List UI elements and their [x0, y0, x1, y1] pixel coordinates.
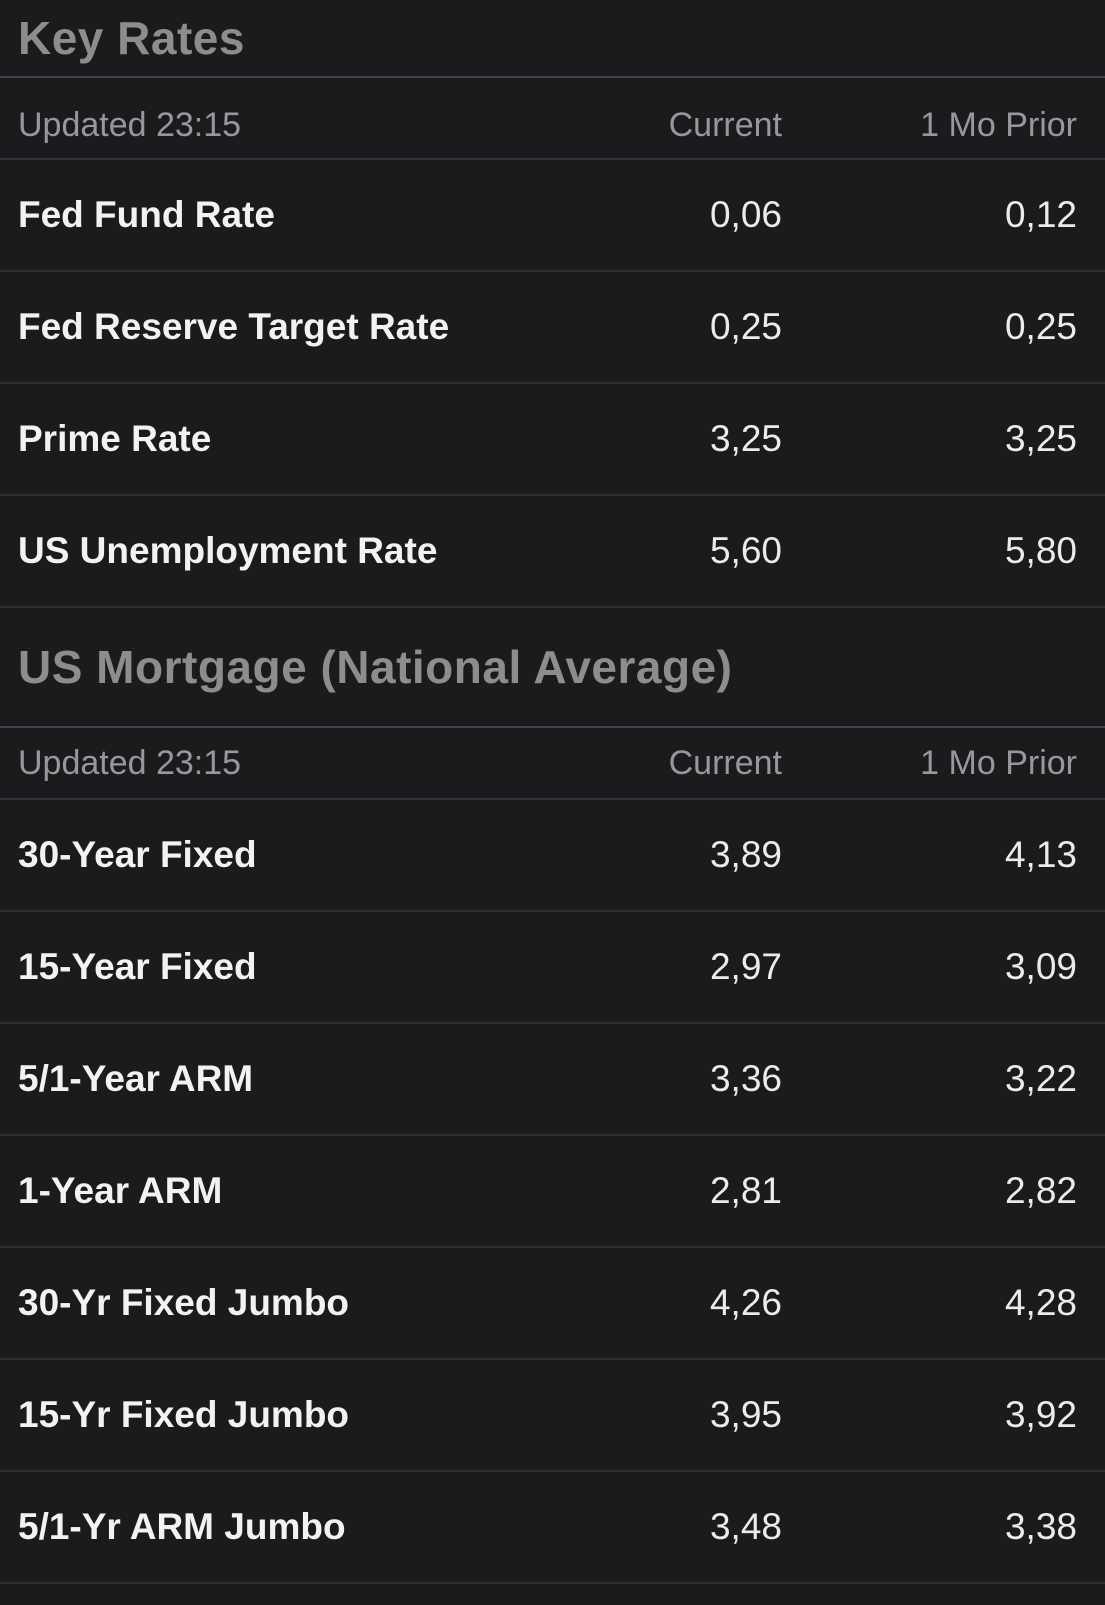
- row-value-current: 4,26: [709, 1282, 782, 1323]
- row-value-current: 5,60: [709, 530, 782, 571]
- table-row-30-yr-fixed-jumbo[interactable]: 30-Yr Fixed Jumbo 4,26 4,28: [0, 1248, 1105, 1360]
- table-row-5-1-year-arm[interactable]: 5/1-Year ARM 3,36 3,22: [0, 1024, 1105, 1136]
- row-label: 15-Year Fixed: [18, 946, 257, 987]
- row-value-prior: 0,12: [1004, 194, 1077, 235]
- table-row-30-year-fixed[interactable]: 30-Year Fixed 3,89 4,13: [0, 800, 1105, 912]
- table-row-prime-rate[interactable]: Prime Rate 3,25 3,25: [0, 384, 1105, 496]
- table-row-fed-reserve-target-rate[interactable]: Fed Reserve Target Rate 0,25 0,25: [0, 272, 1105, 384]
- column-header-prior: 1 Mo Prior: [920, 105, 1077, 144]
- row-value-current: 0,06: [709, 194, 782, 235]
- row-value-prior: 3,38: [1004, 1506, 1077, 1547]
- column-header-row-key-rates: Updated 23:15 Current 1 Mo Prior: [0, 78, 1105, 160]
- section-title: Key Rates: [18, 12, 245, 64]
- row-label: 5/1-Year ARM: [18, 1058, 254, 1099]
- section-header-key-rates: Key Rates: [0, 0, 1105, 78]
- column-header-current: Current: [668, 105, 782, 144]
- row-value-prior: 4,28: [1004, 1282, 1077, 1323]
- row-value-current: 3,95: [709, 1394, 782, 1435]
- updated-timestamp: Updated 23:15: [18, 105, 242, 144]
- row-value-prior: 0,25: [1004, 306, 1077, 347]
- row-value-current: 0,25: [709, 306, 782, 347]
- row-value-current: 2,97: [709, 946, 782, 987]
- row-value-prior: 5,80: [1004, 530, 1077, 571]
- row-label: 30-Year Fixed: [18, 834, 257, 875]
- row-value-current: 3,48: [709, 1506, 782, 1547]
- row-value-current: 3,89: [709, 834, 782, 875]
- row-label: Fed Fund Rate: [18, 194, 275, 235]
- row-value-current: 2,81: [709, 1170, 782, 1211]
- table-row-15-yr-fixed-jumbo[interactable]: 15-Yr Fixed Jumbo 3,95 3,92: [0, 1360, 1105, 1472]
- row-value-prior: 3,92: [1004, 1394, 1077, 1435]
- column-header-current: Current: [668, 743, 782, 782]
- row-value-current: 3,36: [709, 1058, 782, 1099]
- updated-timestamp: Updated 23:15: [18, 743, 242, 782]
- row-value-prior: 2,82: [1004, 1170, 1077, 1211]
- row-label: 30-Yr Fixed Jumbo: [18, 1282, 350, 1323]
- row-label: 15-Yr Fixed Jumbo: [18, 1394, 350, 1435]
- row-label: Fed Reserve Target Rate: [18, 306, 450, 347]
- column-header-row-us-mortgage: Updated 23:15 Current 1 Mo Prior: [0, 728, 1105, 800]
- column-header-prior: 1 Mo Prior: [920, 743, 1077, 782]
- table-row-5-1-yr-arm-jumbo[interactable]: 5/1-Yr ARM Jumbo 3,48 3,38: [0, 1472, 1105, 1584]
- table-row-1-year-arm[interactable]: 1-Year ARM 2,81 2,82: [0, 1136, 1105, 1248]
- row-value-prior: 3,09: [1004, 946, 1077, 987]
- section-header-us-mortgage: US Mortgage (National Average): [0, 608, 1105, 728]
- row-label: 5/1-Yr ARM Jumbo: [18, 1506, 346, 1547]
- row-value-prior: 3,25: [1004, 418, 1077, 459]
- row-value-prior: 4,13: [1004, 834, 1077, 875]
- table-row-us-unemployment-rate[interactable]: US Unemployment Rate 5,60 5,80: [0, 496, 1105, 608]
- section-title: US Mortgage (National Average): [18, 641, 733, 693]
- table-row-15-year-fixed[interactable]: 15-Year Fixed 2,97 3,09: [0, 912, 1105, 1024]
- row-value-prior: 3,22: [1004, 1058, 1077, 1099]
- row-label: Prime Rate: [18, 418, 212, 459]
- table-row-fed-fund-rate[interactable]: Fed Fund Rate 0,06 0,12: [0, 160, 1105, 272]
- row-label: 1-Year ARM: [18, 1170, 223, 1211]
- row-value-current: 3,25: [709, 418, 782, 459]
- row-label: US Unemployment Rate: [18, 530, 438, 571]
